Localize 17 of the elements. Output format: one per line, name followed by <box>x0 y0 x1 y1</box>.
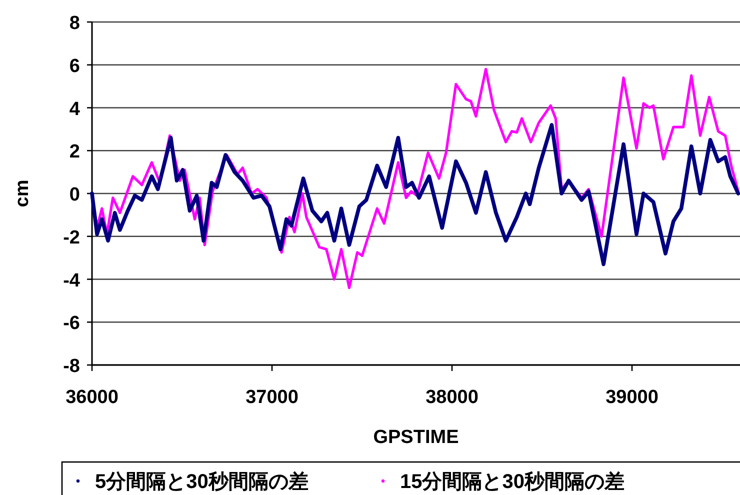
x-axis-title: GPSTIME <box>373 427 459 448</box>
y-tick-label: 6 <box>69 56 80 77</box>
x-tick-label: 36000 <box>66 387 118 408</box>
x-tick-label: 39000 <box>606 387 658 408</box>
x-tick-label: 37000 <box>246 387 298 408</box>
y-tick-label: 4 <box>69 98 80 120</box>
y-tick-label: -2 <box>63 227 80 248</box>
y-tick-label: 8 <box>69 13 80 34</box>
legend-label: 15分間隔と30秒間隔の差 <box>400 471 624 493</box>
y-tick-label: -6 <box>63 313 80 334</box>
y-tick-label: 0 <box>69 184 80 206</box>
y-tick-label: 2 <box>69 142 80 163</box>
legend-label: 5分間隔と30秒間隔の差 <box>95 471 308 493</box>
y-tick-label: -8 <box>63 356 80 377</box>
y-tick-label: -4 <box>63 270 80 292</box>
y-axis-title: cm <box>12 180 33 208</box>
x-tick-label: 38000 <box>426 387 478 408</box>
